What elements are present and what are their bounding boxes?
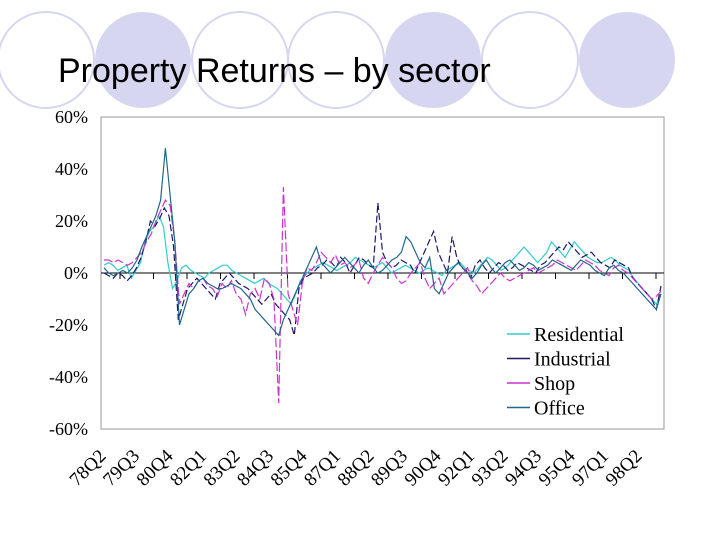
x-tick-label: 97Q1 [568,446,613,491]
x-tick-label: 83Q2 [200,446,245,491]
x-tick-label: 92Q1 [434,446,479,491]
x-tick-label: 94Q3 [501,446,546,491]
deco-circle [579,12,675,108]
slide-title: Property Returns – by sector [58,52,491,90]
x-tick-label: 78Q2 [66,446,111,491]
x-tick-label: 95Q4 [535,445,580,490]
x-axis: 78Q279Q380Q482Q183Q284Q385Q487Q188Q289Q3… [66,445,647,490]
x-tick-label: 82Q1 [166,446,211,491]
legend-label: Residential [534,324,624,346]
y-tick-label: -60% [49,419,88,439]
x-tick-label: 98Q2 [602,446,647,491]
series-line-residential [103,214,662,306]
series-line-office [103,148,662,337]
deco-circle [385,12,481,108]
y-tick-label: -20% [49,315,88,335]
series-lines [103,148,662,404]
x-tick-label: 80Q4 [133,445,178,490]
x-tick-label: 88Q2 [334,446,379,491]
x-tick-label: 79Q3 [99,446,144,491]
x-tick-label: 93Q2 [468,446,513,491]
y-tick-label: 60% [55,107,88,127]
deco-circle [287,11,385,109]
x-tick-label: 85Q4 [267,445,312,490]
legend-label: Industrial [534,349,611,371]
x-tick-label: 89Q3 [367,446,412,491]
deco-circle [0,11,95,109]
y-axis: 60% 40% 20% 0% -20% -40% -60% [49,107,88,439]
y-tick-label: 0% [64,263,88,283]
deco-circle [95,12,191,108]
y-tick-label: 20% [55,211,88,231]
legend-label: Office [534,398,585,420]
x-tick-label: 84Q3 [233,446,278,491]
x-tick-label: 87Q1 [300,446,345,491]
series-line-industrial [103,202,662,336]
x-tick-label: 90Q4 [401,445,446,490]
y-tick-label: -40% [49,367,88,387]
y-tick-label: 40% [55,159,88,179]
plot-area [100,116,665,430]
deco-circle [481,11,579,109]
legend-label: Shop [534,373,575,395]
